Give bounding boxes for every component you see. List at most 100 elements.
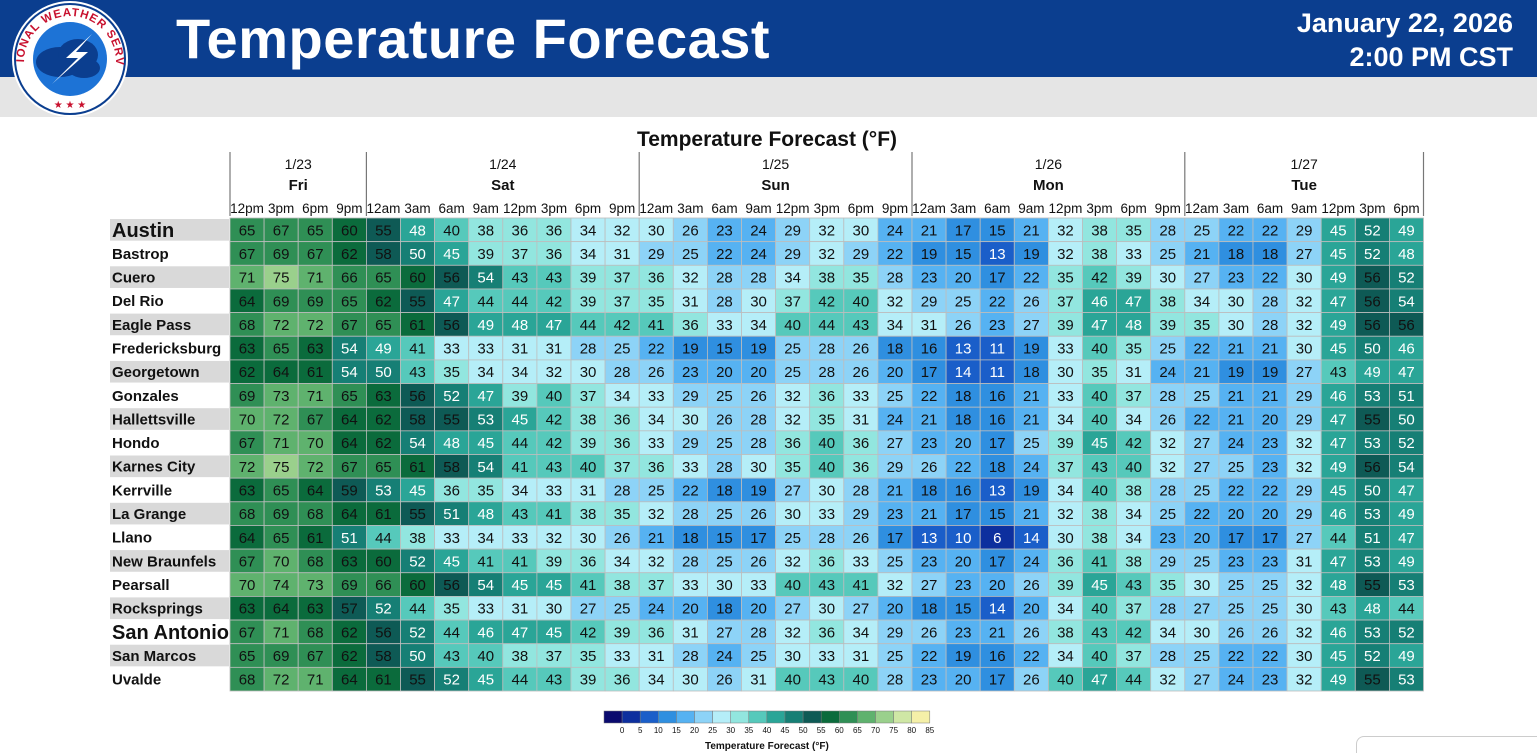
city-label: Bastrop <box>112 246 169 263</box>
temp-value: 31 <box>1125 364 1142 381</box>
page-corner <box>1356 736 1537 753</box>
temp-value: 63 <box>239 601 256 618</box>
legend-tick-label: 30 <box>726 726 735 735</box>
temp-value: 30 <box>1057 530 1074 547</box>
temp-value: 51 <box>341 530 358 547</box>
temp-value: 52 <box>1364 648 1381 665</box>
temp-value: 17 <box>955 506 972 523</box>
temp-value: 56 <box>443 317 460 334</box>
temp-value: 35 <box>1125 341 1142 358</box>
time-tick-label: 12am <box>367 201 401 216</box>
temp-value: 25 <box>1023 435 1040 452</box>
temp-value: 68 <box>239 506 256 523</box>
city-label: Del Rio <box>112 293 164 310</box>
row-label-bg <box>110 337 229 359</box>
legend-swatch <box>857 710 876 724</box>
temp-value: 38 <box>580 506 597 523</box>
temp-value: 15 <box>955 601 972 618</box>
temp-value: 40 <box>1091 388 1108 405</box>
day-name-label: Sun <box>761 177 789 194</box>
temp-value: 43 <box>409 364 426 381</box>
temp-value: 27 <box>784 482 801 499</box>
temp-value: 32 <box>1296 435 1313 452</box>
temp-value: 20 <box>1262 506 1279 523</box>
temp-value: 48 <box>512 317 529 334</box>
temp-value: 30 <box>784 506 801 523</box>
temp-value: 21 <box>1023 222 1040 239</box>
temp-value: 25 <box>784 364 801 381</box>
temp-value: 43 <box>443 648 460 665</box>
temp-value: 43 <box>512 506 529 523</box>
temp-value: 26 <box>853 530 870 547</box>
temp-value: 21 <box>1023 412 1040 429</box>
legend-tick-label: 65 <box>853 726 862 735</box>
temp-value: 22 <box>1262 222 1279 239</box>
temp-value: 24 <box>887 412 904 429</box>
temp-value: 71 <box>239 270 256 287</box>
temp-value: 26 <box>716 412 733 429</box>
temp-value: 60 <box>409 270 426 287</box>
temp-value: 17 <box>1228 530 1245 547</box>
temp-value: 25 <box>716 388 733 405</box>
temp-value: 40 <box>853 672 870 689</box>
temp-value: 56 <box>443 270 460 287</box>
temp-value: 36 <box>546 222 563 239</box>
temp-value: 20 <box>1194 530 1211 547</box>
temp-value: 18 <box>989 459 1006 476</box>
temp-value: 42 <box>1091 270 1108 287</box>
temp-value: 32 <box>546 364 563 381</box>
temp-value: 45 <box>1330 246 1347 263</box>
temp-value: 33 <box>853 388 870 405</box>
temp-value: 52 <box>1398 270 1415 287</box>
temp-value: 22 <box>1262 482 1279 499</box>
temp-value: 14 <box>955 364 972 381</box>
time-tick-label: 12pm <box>1321 201 1355 216</box>
temp-value: 47 <box>1330 293 1347 310</box>
temp-value: 32 <box>682 270 699 287</box>
temp-value: 13 <box>989 482 1006 499</box>
row-label-bg <box>110 502 229 525</box>
temp-value: 26 <box>1023 577 1040 594</box>
temp-value: 19 <box>1023 246 1040 263</box>
temp-value: 32 <box>648 553 665 570</box>
city-label: Kerrville <box>112 482 172 499</box>
temp-value: 22 <box>887 246 904 263</box>
temp-value: 62 <box>375 435 392 452</box>
temp-value: 75 <box>273 270 290 287</box>
temp-value: 46 <box>1330 624 1347 641</box>
temp-value: 61 <box>409 317 426 334</box>
temp-value: 28 <box>682 506 699 523</box>
temp-value: 28 <box>853 482 870 499</box>
temp-value: 43 <box>546 672 563 689</box>
temp-value: 36 <box>614 672 631 689</box>
temp-value: 68 <box>239 317 256 334</box>
temp-value: 23 <box>989 317 1006 334</box>
temp-value: 24 <box>1023 459 1040 476</box>
temp-value: 54 <box>409 435 426 452</box>
temp-value: 25 <box>887 648 904 665</box>
temp-value: 33 <box>648 435 665 452</box>
temp-value: 34 <box>1125 412 1142 429</box>
temp-value: 16 <box>955 482 972 499</box>
temp-value: 25 <box>1194 553 1211 570</box>
temp-value: 28 <box>1262 317 1279 334</box>
temp-value: 28 <box>1262 293 1279 310</box>
time-tick-label: 6pm <box>1121 201 1147 216</box>
temp-value: 30 <box>682 412 699 429</box>
temp-value: 25 <box>887 553 904 570</box>
temp-value: 35 <box>1091 364 1108 381</box>
temp-value: 35 <box>1159 577 1176 594</box>
temp-value: 26 <box>853 364 870 381</box>
temp-value: 13 <box>955 341 972 358</box>
temp-value: 28 <box>1159 601 1176 618</box>
temp-value: 55 <box>409 672 426 689</box>
temp-value: 20 <box>1262 412 1279 429</box>
issue-datetime: January 22, 2026 2:00 PM CST <box>1297 6 1513 74</box>
temp-value: 56 <box>1364 317 1381 334</box>
temp-value: 25 <box>784 530 801 547</box>
temp-value: 64 <box>239 530 256 547</box>
temp-value: 23 <box>1262 553 1279 570</box>
temp-value: 21 <box>1194 246 1211 263</box>
temp-value: 22 <box>1228 648 1245 665</box>
legend-tick-label: 55 <box>817 726 826 735</box>
